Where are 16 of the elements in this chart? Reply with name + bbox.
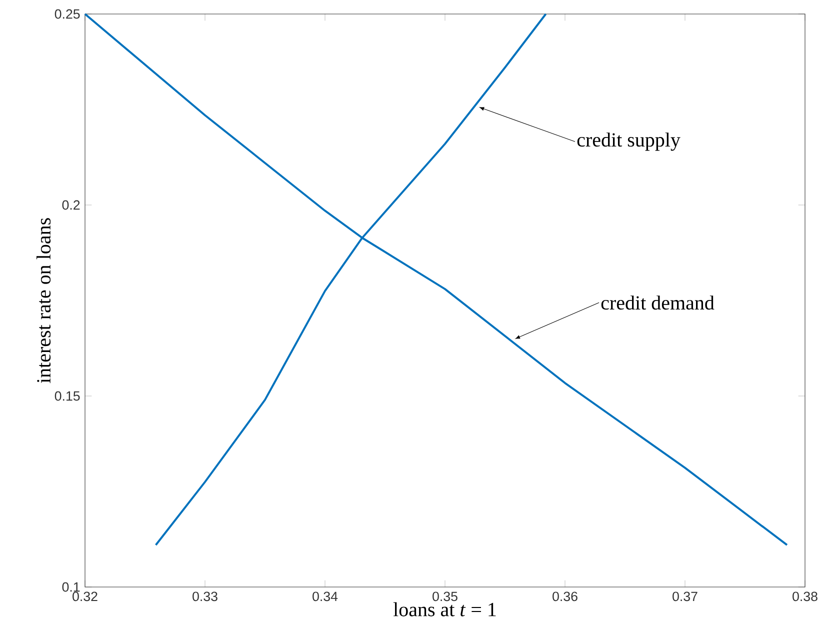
y-tick-label: 0.25 xyxy=(54,9,80,19)
x-tick-label: 0.37 xyxy=(672,592,698,602)
x-tick-label: 0.33 xyxy=(192,592,218,602)
y-tick-label: 0.1 xyxy=(62,582,80,592)
x-tick-label: 0.38 xyxy=(792,592,818,602)
annotation: credit demand xyxy=(601,296,714,310)
x-axis-title: loans at t = 1 xyxy=(393,602,496,616)
line-series xyxy=(84,12,788,546)
y-axis-title: interest rate on loans xyxy=(36,218,51,384)
x-tick-label: 0.34 xyxy=(312,592,338,602)
x-tick-label: 0.32 xyxy=(72,592,98,602)
annotation: credit supply xyxy=(577,132,680,151)
y-tick-label: 0.2 xyxy=(62,200,80,210)
x-tick-label: 0.35 xyxy=(432,592,458,602)
x-tick-label: 0.36 xyxy=(552,592,578,602)
y-tick-label: 0.15 xyxy=(54,391,80,401)
